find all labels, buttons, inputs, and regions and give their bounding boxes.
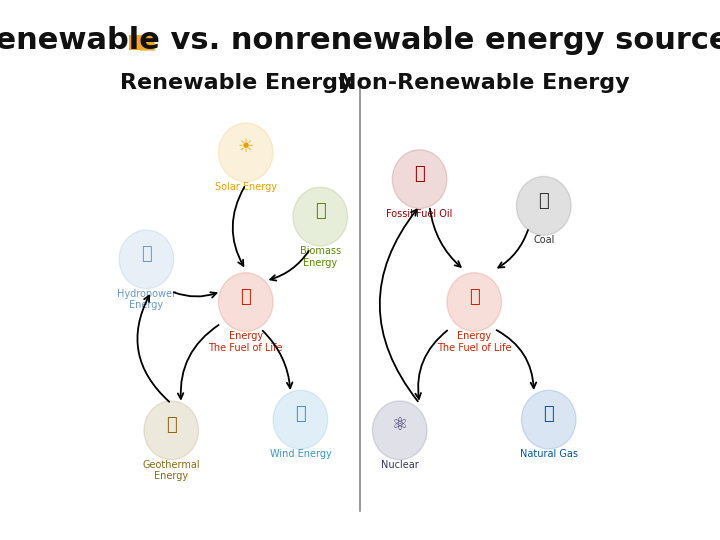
Circle shape — [447, 273, 502, 332]
Text: Energy
The Fuel of Life: Energy The Fuel of Life — [437, 332, 511, 353]
Text: 🛢: 🛢 — [414, 165, 425, 183]
Text: ☀: ☀ — [238, 138, 254, 156]
Text: 💧: 💧 — [544, 406, 554, 423]
Text: Renewable Energy: Renewable Energy — [120, 73, 352, 93]
Circle shape — [392, 150, 447, 208]
Text: ⚛: ⚛ — [392, 416, 408, 434]
Text: 🔥: 🔥 — [469, 288, 480, 306]
Text: Hydropower
Energy: Hydropower Energy — [117, 289, 176, 310]
Text: 🌋: 🌋 — [166, 416, 176, 434]
Circle shape — [273, 390, 328, 449]
Text: Renewable vs. nonrenewable energy sources: Renewable vs. nonrenewable energy source… — [0, 26, 720, 55]
Text: 🌿: 🌿 — [315, 202, 325, 220]
Circle shape — [218, 273, 273, 332]
Text: Fossil Fuel Oil: Fossil Fuel Oil — [387, 208, 453, 219]
Circle shape — [218, 123, 273, 182]
Circle shape — [372, 401, 427, 460]
Text: 🌊: 🌊 — [295, 406, 306, 423]
Text: Geothermal
Energy: Geothermal Energy — [143, 460, 200, 481]
Text: Non-Renewable Energy: Non-Renewable Energy — [338, 73, 630, 93]
Text: 🌧: 🌧 — [141, 245, 152, 263]
FancyBboxPatch shape — [129, 35, 143, 50]
Circle shape — [144, 401, 199, 460]
Circle shape — [119, 230, 174, 289]
Text: Biomass
Energy: Biomass Energy — [300, 246, 341, 267]
Text: Solar Energy: Solar Energy — [215, 182, 276, 192]
Text: 🔥: 🔥 — [240, 288, 251, 306]
Text: Nuclear: Nuclear — [381, 460, 418, 470]
Circle shape — [521, 390, 576, 449]
Text: Coal: Coal — [533, 235, 554, 245]
Text: 🚂: 🚂 — [539, 192, 549, 210]
Text: Wind Energy: Wind Energy — [269, 449, 331, 459]
Circle shape — [293, 187, 348, 246]
Text: Energy
The Fuel of Life: Energy The Fuel of Life — [209, 332, 283, 353]
Text: ■: ■ — [138, 33, 156, 52]
Text: Natural Gas: Natural Gas — [520, 449, 577, 459]
Circle shape — [516, 177, 571, 235]
